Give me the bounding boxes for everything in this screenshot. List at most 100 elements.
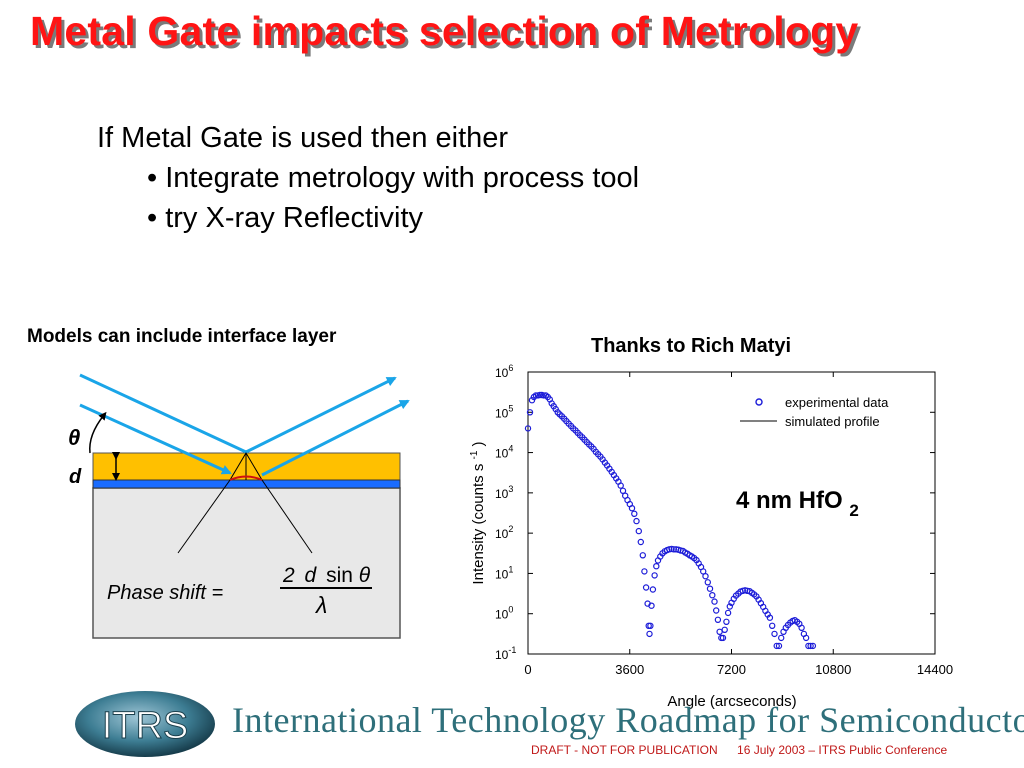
x-tick-label: 14400: [917, 662, 953, 677]
data-point: [773, 642, 780, 650]
data-point: [631, 510, 638, 517]
path-difference-highlight: [229, 475, 263, 481]
formula-d: d: [305, 564, 318, 587]
data-point: [641, 568, 648, 575]
x-tick-label: 7200: [717, 662, 746, 677]
data-point: [711, 598, 718, 605]
y-axis-label-main: Intensity (counts s: [470, 464, 487, 585]
data-point: [651, 572, 658, 579]
bullet-integrate-metrology: • Integrate metrology with process tool: [147, 162, 640, 194]
y-axis-label-sup: -1: [469, 450, 480, 459]
y-tick-base: 10: [495, 487, 509, 501]
data-point: [642, 584, 650, 591]
reflected-beam-1: [245, 376, 397, 454]
y-tick-exponent: 4: [508, 444, 513, 454]
data-point: [702, 572, 709, 580]
footer-title: International Technology Roadmap for Sem…: [232, 700, 1024, 740]
y-tick-label: 104: [495, 444, 513, 461]
y-tick-label: 103: [495, 484, 513, 501]
data-point: [769, 622, 776, 629]
data-point: [628, 504, 636, 512]
footer-conference-note: 16 July 2003 – ITRS Public Conference: [737, 743, 948, 757]
x-tick-label: 3600: [615, 662, 644, 677]
data-point: [635, 527, 642, 535]
data-point: [524, 425, 532, 432]
data-point: [726, 603, 733, 610]
data-point: [721, 626, 728, 633]
legend-label-simulated: simulated profile: [785, 414, 880, 429]
data-point: [532, 392, 540, 399]
chart-annotation: 4 nm HfO 2: [736, 487, 859, 520]
data-point: [775, 642, 783, 650]
footer-draft-note: DRAFT - NOT FOR PUBLICATION: [531, 743, 718, 757]
data-point: [528, 397, 536, 404]
legend-marker-experimental: [755, 398, 763, 406]
y-tick-base: 10: [495, 406, 509, 420]
data-point: [617, 482, 624, 489]
reflected-beam-2: [261, 399, 410, 477]
formula-denominator: λ: [314, 592, 327, 618]
y-tick-exponent: -1: [508, 645, 516, 655]
itrs-logo: ITRS: [75, 691, 215, 757]
y-tick-exponent: 2: [508, 524, 513, 534]
pointer-line-left: [177, 479, 231, 554]
data-point: [648, 602, 655, 609]
y-tick-base: 10: [495, 527, 509, 541]
y-tick-label: 101: [495, 564, 513, 581]
reflectivity-diagram: θ d Phase shift = 2 d sin θ λ: [68, 373, 410, 639]
data-point: [798, 624, 805, 631]
footer-notes: DRAFT - NOT FOR PUBLICATION 16 July 2003…: [531, 743, 963, 757]
data-point: [709, 591, 716, 599]
data-point: [805, 642, 812, 650]
y-tick-exponent: 0: [508, 605, 513, 615]
formula-numerator: 2 d sin θ: [282, 564, 371, 587]
intro-text: If Metal Gate is used then either: [97, 122, 509, 154]
data-point: [766, 614, 774, 621]
x-axis-ticks: 0 3600 7200 10800 14400: [524, 372, 953, 677]
chart-annotation-sub: 2: [849, 501, 858, 520]
y-tick-exponent: 5: [508, 403, 513, 413]
y-tick-label: 105: [495, 403, 513, 420]
data-point: [637, 538, 644, 546]
data-point: [716, 628, 723, 635]
data-point: [646, 630, 653, 638]
y-tick-exponent: 3: [508, 484, 513, 494]
x-tick-label: 10800: [815, 662, 851, 677]
data-point: [633, 517, 640, 525]
x-axis-label: Angle (arcseconds): [667, 693, 796, 710]
data-point: [706, 585, 714, 592]
phase-shift-label: Phase shift =: [107, 582, 223, 604]
y-axis-label-close: ): [470, 441, 487, 446]
logo-globe: [75, 691, 215, 757]
data-point: [809, 642, 817, 650]
y-tick-exponent: 6: [508, 363, 513, 373]
substrate-layer: [92, 487, 401, 639]
y-tick-label: 100: [495, 605, 513, 622]
bullet-xray-reflectivity: • try X-ray Reflectivity: [147, 202, 424, 234]
y-tick-base: 10: [495, 608, 509, 622]
data-point: [647, 622, 654, 629]
formula-sin: sin: [326, 564, 353, 587]
data-point: [807, 642, 814, 650]
data-point: [802, 634, 810, 642]
data-point: [704, 579, 711, 586]
logo-text: ITRS: [102, 705, 189, 747]
credit-text: Thanks to Rich Matyi: [591, 335, 792, 357]
y-tick-exponent: 1: [508, 564, 513, 574]
pointer-line-right: [261, 479, 313, 554]
formula-theta: θ: [359, 564, 371, 587]
data-point: [771, 630, 778, 638]
y-tick-base: 10: [495, 366, 509, 380]
data-point: [719, 634, 727, 642]
legend-label-experimental: experimental data: [785, 395, 889, 410]
theta-label: θ: [68, 425, 80, 450]
data-point: [723, 618, 730, 625]
data-points: [524, 391, 817, 650]
thickness-label: d: [69, 466, 82, 488]
data-point: [724, 609, 732, 617]
y-tick-label: 106: [495, 363, 513, 380]
y-tick-label: 102: [495, 524, 513, 541]
y-tick-label: 10-1: [495, 645, 516, 662]
y-tick-base: 10: [495, 648, 509, 662]
